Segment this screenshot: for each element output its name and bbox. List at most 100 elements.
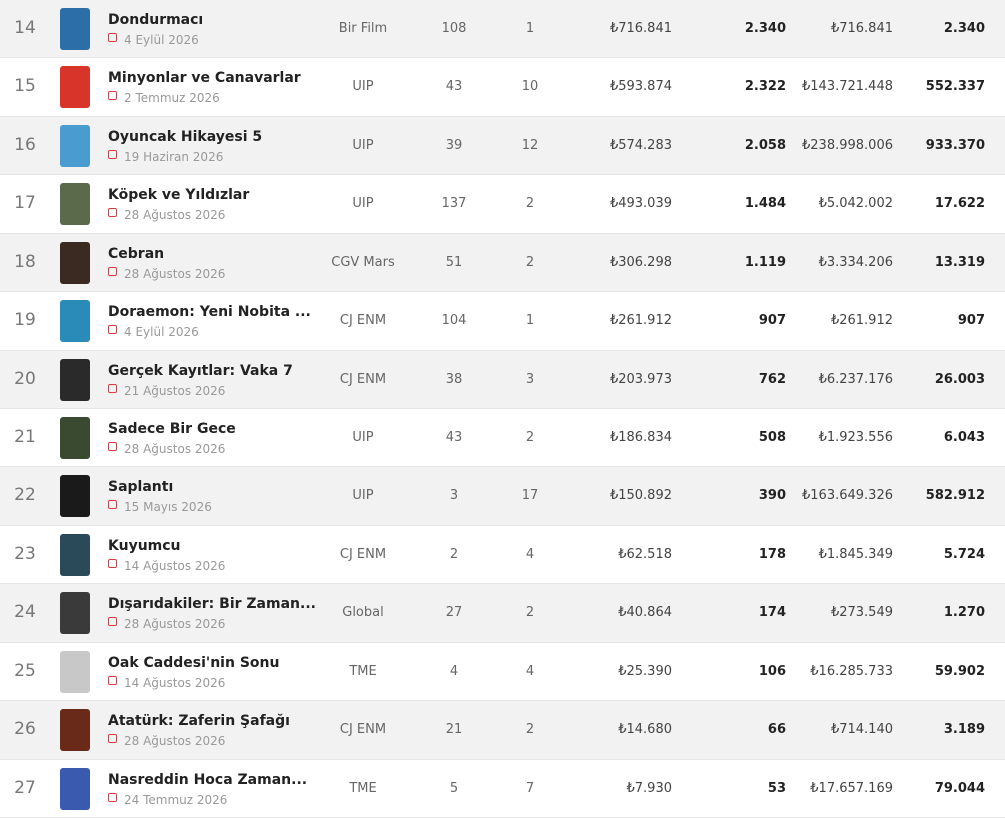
theaters: 137 <box>441 196 467 212</box>
release-date: 15 Mayıs 2026 <box>124 500 212 515</box>
calendar-icon <box>108 734 117 744</box>
rank: 15 <box>14 76 36 97</box>
table-row[interactable]: 21 Sadece Bir Gece 28 Ağustos 2026 UIP 43 2 ₺1… <box>0 409 1005 468</box>
weekend-audience: 66 <box>767 722 786 738</box>
movie-title: Kuyumcu <box>108 537 181 554</box>
total-audience: 907 <box>957 313 985 329</box>
distributor: UIP <box>352 137 374 153</box>
calendar-icon <box>108 675 117 685</box>
weekend-audience: 178 <box>758 546 786 562</box>
weekend-revenue: ₺716.841 <box>609 21 672 36</box>
table-row[interactable]: 18 Cebran 28 Ağustos 2026 CGV Mars 51 2 ₺306.2… <box>0 233 1005 293</box>
theaters: 104 <box>441 313 467 329</box>
week: 2 <box>525 722 535 738</box>
total-revenue: ₺238.998.006 <box>802 137 893 153</box>
weekend-revenue: ₺7.930 <box>626 780 673 796</box>
distributor: CJ ENM <box>339 371 387 387</box>
weekend-revenue: ₺203.973 <box>609 371 672 387</box>
movie-title: Cebran <box>108 245 165 262</box>
total-audience: 13.319 <box>934 254 985 270</box>
weekend-revenue: ₺493.039 <box>609 196 672 212</box>
total-revenue: ₺17.657.169 <box>810 780 893 796</box>
rank: 17 <box>14 193 36 214</box>
movie-title: Nasreddin Hoca Zaman... <box>108 771 308 788</box>
poster <box>60 417 90 459</box>
week: 7 <box>525 780 535 796</box>
total-revenue: ₺273.549 <box>830 605 893 621</box>
total-revenue: ₺1.845.349 <box>818 546 893 562</box>
poster <box>60 767 90 810</box>
rank: 22 <box>14 485 36 506</box>
movie-title: Köpek ve Yıldızlar <box>108 187 250 204</box>
poster <box>60 124 90 167</box>
movie-title: Sadece Bir Gece <box>108 421 236 437</box>
calendar-icon <box>108 383 117 393</box>
week: 2 <box>525 430 535 445</box>
week: 10 <box>521 79 539 95</box>
poster <box>60 709 90 752</box>
distributor: UIP <box>352 196 374 212</box>
rank: 27 <box>14 777 36 798</box>
calendar-icon <box>108 617 117 627</box>
weekend-audience: 508 <box>758 430 786 445</box>
table-row[interactable]: 26 Atatürk: Zaferin Şafağı 28 Ağustos 2026… <box>0 701 1005 760</box>
table-row[interactable]: 22 Saplantı 15 Mayıs 2026 UIP 3 17 ₺150.892 390… <box>0 467 1005 526</box>
table-row[interactable]: 14 Dondurmacı 4 Eylül 2026 Bir Film 108 1 ₺716… <box>0 0 1005 59</box>
total-audience: 933.370 <box>925 137 985 153</box>
table-row[interactable]: 24 Dışarıdakiler: Bir Zaman... 28 Ağustos … <box>0 584 1005 643</box>
release-date: 28 Ağustos 2026 <box>124 266 226 281</box>
poster <box>60 300 90 343</box>
total-audience: 5.724 <box>943 546 985 562</box>
rank: 18 <box>14 251 36 272</box>
table-row[interactable]: 15 Minyonlar ve Canavarlar 2 Temmuz 2026 UI… <box>0 58 1005 117</box>
table-row[interactable]: 17 Köpek ve Yıldızlar 28 Ağustos 2026 UIP 13… <box>0 175 1005 234</box>
table-row[interactable]: 27 Nasreddin Hoca Zaman... 24 Temmuz 2026 T… <box>0 760 1005 818</box>
total-revenue: ₺716.841 <box>830 21 893 36</box>
weekend-revenue: ₺150.892 <box>609 488 672 504</box>
table-row[interactable]: 25 Oak Caddesi'nin Sonu 14 Ağustos 2026 TME… <box>0 643 1005 702</box>
calendar-icon <box>108 149 117 159</box>
poster <box>60 533 90 576</box>
release-date: 14 Ağustos 2026 <box>124 675 226 690</box>
total-revenue: ₺1.923.556 <box>818 430 893 445</box>
rank: 23 <box>14 543 36 564</box>
table-row[interactable]: 19 Doraemon: Yeni Nobita ... 4 Eylül 2026 C… <box>0 292 1005 351</box>
poster <box>60 358 90 401</box>
theaters: 3 <box>449 488 459 504</box>
rank: 26 <box>14 719 36 740</box>
distributor: UIP <box>352 488 374 504</box>
distributor: CJ ENM <box>339 722 387 738</box>
total-audience: 2.340 <box>943 21 985 36</box>
release-date: 4 Eylül 2026 <box>124 325 199 340</box>
theaters: 39 <box>445 137 463 153</box>
total-audience: 17.622 <box>934 196 985 212</box>
movie-title: Gerçek Kayıtlar: Vaka 7 <box>108 362 293 379</box>
week: 2 <box>525 254 535 270</box>
release-date: 28 Ağustos 2026 <box>124 734 226 749</box>
rank: 20 <box>14 368 36 389</box>
theaters: 108 <box>441 21 467 36</box>
calendar-icon <box>108 558 117 568</box>
theaters: 43 <box>445 79 463 95</box>
total-audience: 3.189 <box>943 722 985 738</box>
release-date: 2 Temmuz 2026 <box>124 91 220 106</box>
release-date: 14 Ağustos 2026 <box>124 558 226 573</box>
table-row[interactable]: 16 Oyuncak Hikayesi 5 19 Haziran 2026 UIP 39… <box>0 116 1005 176</box>
weekend-audience: 1.119 <box>744 254 786 270</box>
total-revenue: ₺16.285.733 <box>810 663 893 679</box>
table-row[interactable]: 20 Gerçek Kayıtlar: Vaka 7 21 Ağustos 2026… <box>0 350 1005 409</box>
theaters: 51 <box>445 254 463 270</box>
total-audience: 26.003 <box>934 371 985 387</box>
distributor: TME <box>349 780 377 796</box>
weekend-revenue: ₺593.874 <box>609 79 672 95</box>
weekend-audience: 106 <box>758 663 786 679</box>
theaters: 27 <box>445 605 463 621</box>
weekend-audience: 174 <box>758 605 786 621</box>
table-row[interactable]: 23 Kuyumcu 14 Ağustos 2026 CJ ENM 2 4 ₺62.518 1… <box>0 526 1005 585</box>
total-audience: 1.270 <box>943 605 985 621</box>
rank: 21 <box>14 427 36 447</box>
weekend-revenue: ₺14.680 <box>618 722 672 738</box>
calendar-icon <box>108 500 117 510</box>
distributor: TME <box>349 663 377 679</box>
